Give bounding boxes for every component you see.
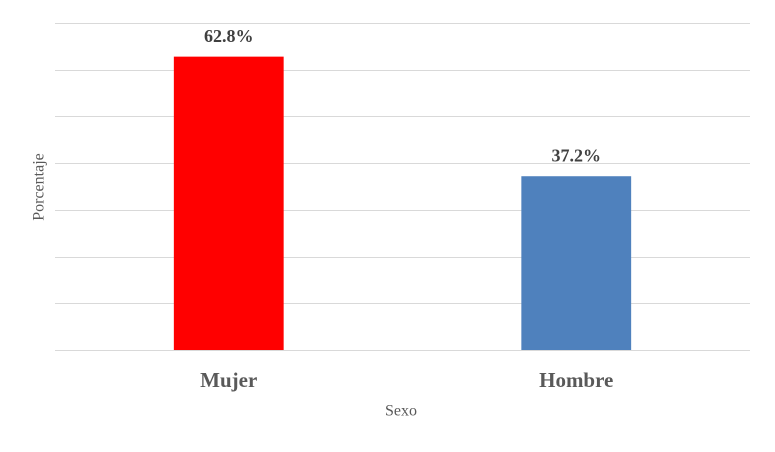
bar [173, 56, 284, 351]
x-axis-label: Sexo [385, 403, 417, 420]
bar [521, 176, 632, 350]
y-axis-label: Porcentaje [31, 153, 48, 221]
data-label: 37.2% [552, 145, 602, 165]
x-tick-label: Mujer [200, 368, 257, 392]
x-tick-label: Hombre [539, 368, 613, 392]
data-label: 62.8% [204, 26, 254, 46]
